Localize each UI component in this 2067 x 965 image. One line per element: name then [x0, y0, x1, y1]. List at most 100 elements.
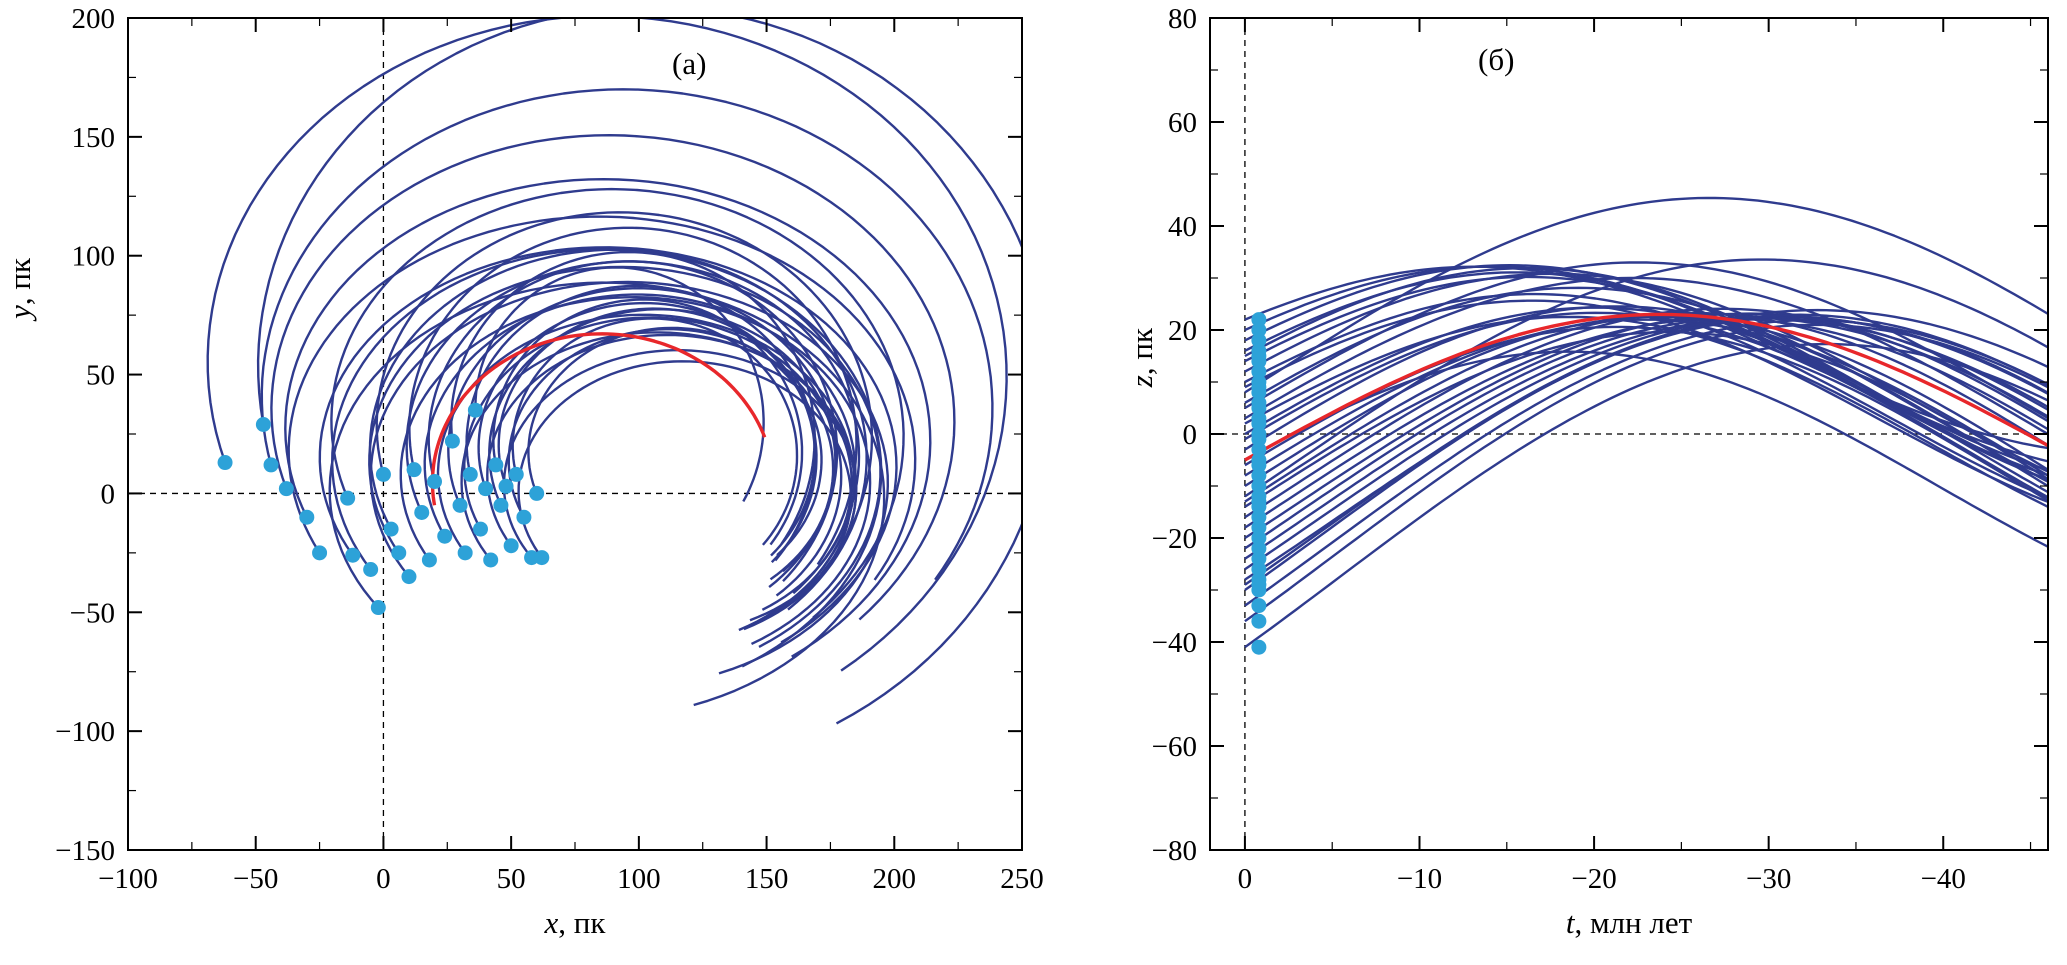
star-marker — [1251, 343, 1267, 359]
star-trajectory — [368, 248, 868, 611]
panel-a-y-axis-label-var: y — [2, 305, 37, 319]
y-tick-label: 20 — [1168, 315, 1197, 347]
panel-b-axes: 0 −10 −20 −30 −40 −80 −60 −40 −20 0 20 40 60 80 — [1152, 3, 2049, 895]
star-trajectory — [486, 333, 853, 611]
x-tick-label: 100 — [617, 863, 661, 895]
star-marker — [1251, 598, 1267, 614]
star-trajectory — [1244, 315, 2048, 509]
star-trajectory — [260, 88, 994, 581]
y-tick-label: 80 — [1168, 3, 1197, 35]
star-marker — [498, 478, 514, 494]
y-tick-label: −150 — [55, 835, 115, 867]
star-marker — [444, 433, 460, 449]
star-marker — [217, 455, 233, 471]
panel-b-corner-label: (б) — [1478, 42, 1515, 77]
panel-a-x-axis-label-unit: , пк — [558, 905, 606, 940]
star-marker — [1251, 468, 1267, 484]
star-marker — [414, 504, 430, 520]
star-trajectory — [375, 211, 874, 576]
x-tick-label: 0 — [1238, 863, 1253, 895]
star-trajectory — [511, 317, 799, 546]
star-trajectory — [1244, 350, 2048, 549]
x-tick-label: 50 — [497, 863, 526, 895]
star-marker — [1251, 364, 1267, 380]
star-trajectory — [477, 301, 818, 564]
star-trajectory — [1244, 258, 2048, 498]
x-tick-label: 250 — [1000, 863, 1044, 895]
y-tick-label: 0 — [1183, 419, 1198, 451]
star-marker — [452, 497, 468, 513]
star-marker — [345, 547, 361, 563]
star-marker — [391, 545, 407, 561]
star-marker — [427, 474, 443, 490]
star-marker — [363, 561, 379, 577]
y-tick-label: 100 — [72, 241, 116, 273]
axis-frame — [127, 17, 1023, 851]
x-tick-label: −20 — [1571, 863, 1616, 895]
star-marker — [503, 538, 519, 554]
panel-a-axes: −100 −50 0 50 100 150 200 250−150−100−500501001… — [55, 3, 1044, 895]
star-marker — [478, 481, 494, 497]
star-marker — [1251, 577, 1267, 593]
star-marker — [529, 485, 545, 501]
panel-a-x-axis-label-var: x — [544, 905, 559, 940]
star-marker — [1251, 395, 1267, 411]
star-trajectory — [1244, 316, 2048, 550]
star-marker — [383, 521, 399, 537]
star-marker — [1251, 442, 1267, 458]
star-marker — [462, 466, 478, 482]
x-tick-label: −30 — [1746, 863, 1791, 895]
x-tick-label: 0 — [376, 863, 391, 895]
star-marker — [1251, 530, 1267, 546]
star-marker — [1251, 639, 1267, 655]
star-marker — [437, 528, 453, 544]
panel-a-plot — [128, 18, 1022, 850]
star-marker — [1251, 551, 1267, 567]
star-trajectory — [1244, 319, 2048, 607]
star-trajectory — [474, 266, 765, 502]
star-marker — [457, 545, 473, 561]
x-tick-label: 200 — [873, 863, 917, 895]
star-trajectory — [427, 260, 839, 583]
star-marker — [1251, 322, 1267, 338]
star-marker — [1251, 509, 1267, 525]
x-tick-label: −40 — [1921, 863, 1966, 895]
star-trajectory — [206, 18, 1008, 672]
star-marker — [1251, 332, 1267, 348]
y-tick-label: −100 — [55, 716, 115, 748]
star-marker — [1251, 494, 1267, 510]
star-marker — [516, 509, 532, 525]
star-trajectory — [1244, 306, 2048, 494]
mean-orbit-trajectory — [430, 332, 767, 506]
y-tick-label: 200 — [72, 3, 116, 35]
star-trajectory — [1244, 299, 2048, 504]
star-trajectory — [517, 360, 853, 618]
star-marker — [1251, 416, 1267, 432]
panel-a-y-axis-label-unit: , пк — [2, 258, 37, 306]
star-marker — [278, 481, 294, 497]
x-tick-label: −10 — [1397, 863, 1442, 895]
panel-a-y-axis-label: y, пк — [2, 258, 38, 319]
y-tick-label: 150 — [72, 122, 116, 154]
x-tick-label: −100 — [98, 863, 158, 895]
star-trajectory — [318, 246, 898, 644]
star-trajectory — [527, 326, 823, 556]
star-marker — [312, 545, 328, 561]
star-marker — [1251, 520, 1267, 536]
star-marker — [1251, 478, 1267, 494]
star-trajectory — [507, 328, 835, 581]
star-trajectory — [1244, 313, 2048, 586]
y-tick-label: 60 — [1168, 107, 1197, 139]
star-trajectory — [330, 187, 905, 619]
star-trajectory — [270, 134, 956, 621]
star-marker — [483, 552, 499, 568]
star-marker — [508, 466, 524, 482]
mean-orbit-trajectory — [1244, 312, 2048, 462]
star-trajectory — [488, 308, 837, 573]
x-tick-label: −50 — [233, 863, 278, 895]
star-trajectory — [497, 307, 816, 557]
star-trajectory — [463, 316, 843, 597]
y-tick-label: −80 — [1152, 835, 1197, 867]
star-marker — [1251, 613, 1267, 629]
